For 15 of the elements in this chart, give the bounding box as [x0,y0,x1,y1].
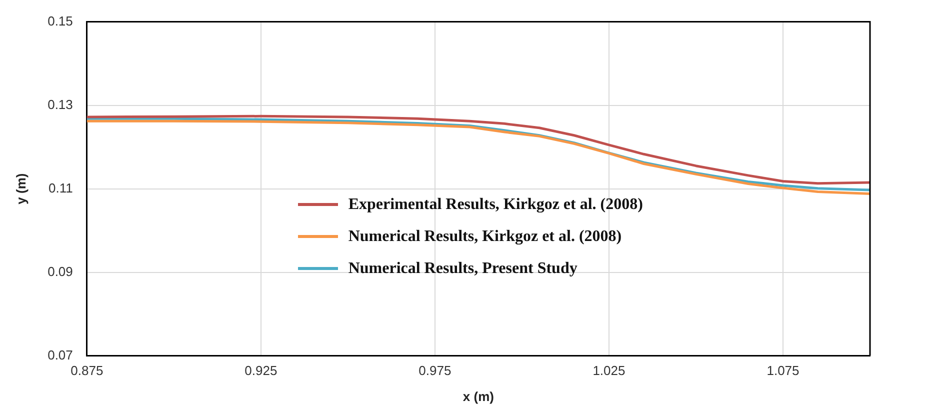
x-tick-label: 1.025 [592,363,626,378]
y-tick-label: 0.09 [48,264,73,279]
legend-label: Numerical Results, Present Study [348,260,578,278]
x-tick-label: 1.075 [766,363,800,378]
y-tick-label: 0.07 [48,347,73,362]
y-axis-title: y (m) [13,173,28,204]
y-tick-label: 0.11 [48,180,73,196]
x-tick-label: 0.925 [244,363,278,378]
x-tick-label: 0.975 [418,363,452,378]
x-axis-title: x (m) [462,388,494,404]
legend-label: Numerical Results, Kirkgoz et al. (2008) [348,228,622,246]
y-tick-label: 0.13 [48,96,73,112]
legend-label: Experimental Results, Kirkgoz et al. (2008) [348,196,643,214]
y-tick-label: 0.15 [48,13,73,28]
x-tick-label: 0.875 [70,363,104,378]
